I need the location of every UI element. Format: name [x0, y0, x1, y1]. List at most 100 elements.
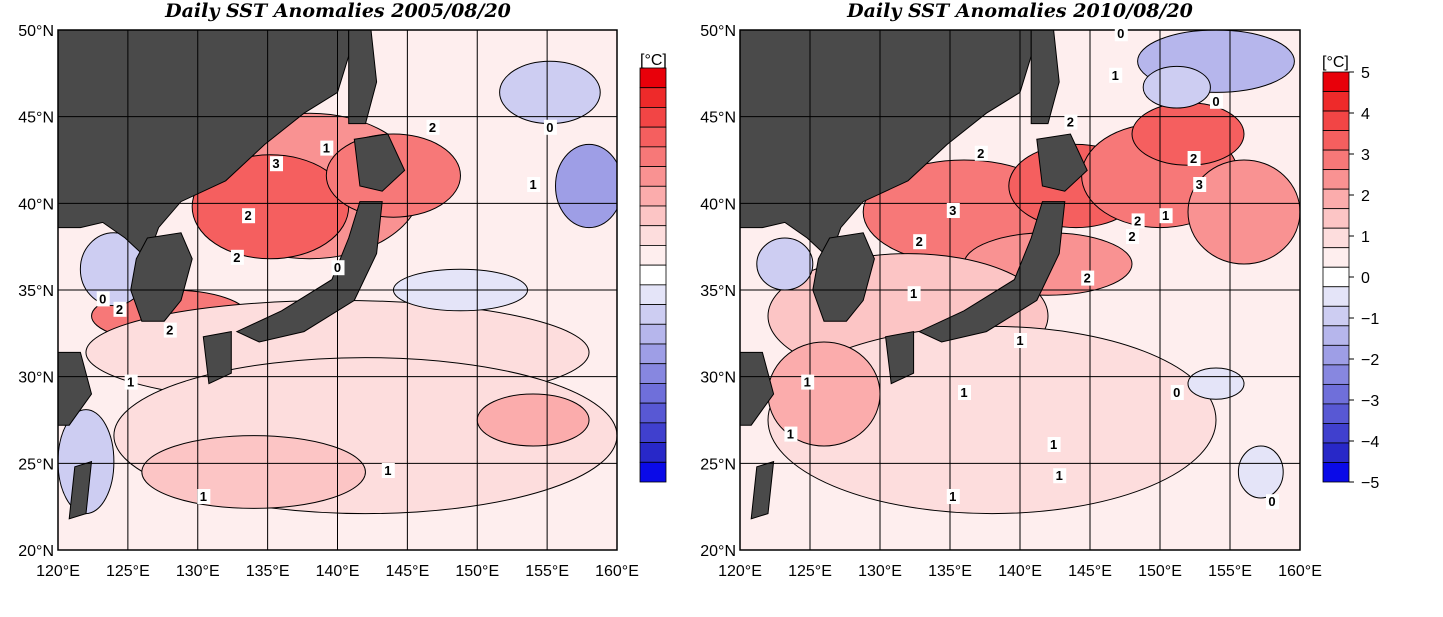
longitude-label: 120°E: [36, 563, 80, 580]
contour-label: 1: [1056, 468, 1063, 483]
colorbar-swatch: [1322, 130, 1350, 151]
colorbar-swatch: [639, 363, 667, 384]
latitude-label: 50°N: [700, 23, 736, 40]
contour-label: 3: [949, 203, 956, 218]
contour-label: 1: [530, 177, 537, 192]
colorbar-swatch: [1322, 462, 1350, 483]
contour-label: 2: [1067, 115, 1074, 130]
contour-label: 1: [804, 375, 811, 390]
land-mass: [740, 30, 1032, 260]
contour-label: 3: [1196, 177, 1203, 192]
latitude-label: 20°N: [700, 543, 736, 560]
contour-label: 0: [1117, 26, 1124, 41]
contour-label: 2: [233, 250, 240, 265]
colorbar-swatch: [1322, 149, 1350, 171]
colorbar-swatch: [1322, 227, 1350, 249]
colorbar-swatch: [1322, 344, 1350, 366]
contour-label: 1: [1016, 333, 1023, 348]
contour-label: 2: [1084, 271, 1091, 286]
colorbar-tick-label: −2: [1361, 352, 1379, 369]
land-mass: [1036, 133, 1088, 192]
map-frame: [57, 29, 618, 551]
colorbar-swatch: [639, 245, 667, 266]
colorbar-tick-label: −3: [1361, 393, 1379, 410]
contour-label: 2: [977, 146, 984, 161]
land-mass: [1030, 30, 1060, 125]
colorbar-swatch: [639, 264, 667, 286]
contour-label: 1: [1112, 68, 1119, 83]
colorbar-swatch: [639, 225, 667, 246]
colorbar-tick-label: −1: [1361, 311, 1379, 328]
longitude-label: 155°E: [1208, 563, 1252, 580]
colorbar-swatch: [639, 126, 667, 148]
colorbar-tick-label: 3: [1361, 147, 1370, 164]
contour-label: 1: [787, 427, 794, 442]
longitude-label: 150°E: [455, 563, 499, 580]
longitude-label: 135°E: [928, 563, 972, 580]
contour-label: 2: [916, 234, 923, 249]
colorbar-swatch: [1322, 403, 1350, 424]
contour-label: 1: [384, 463, 391, 478]
contour-label: 1: [1050, 437, 1057, 452]
contour-label: 0: [1173, 385, 1180, 400]
anomaly-region: [1237, 445, 1284, 499]
colorbar-swatch: [639, 166, 667, 187]
colorbar-swatch: [639, 461, 667, 483]
colorbar-right: [°C] 5 4 3 2 1 0 −1 −2 −3 −4 −5: [1322, 54, 1379, 492]
contour-label: 3: [272, 156, 279, 171]
contour-label: 1: [323, 141, 330, 156]
anomaly-region: [1142, 65, 1211, 109]
colorbar-tick-label: −5: [1361, 475, 1379, 492]
colorbar-swatch: [1322, 91, 1350, 112]
colorbar-swatch: [639, 284, 667, 305]
land-mass: [885, 330, 915, 385]
colorbar-swatch: [1322, 383, 1350, 405]
colorbar-swatch: [1322, 442, 1350, 463]
colorbar-swatch: [639, 205, 667, 227]
contour-label: 0: [1212, 94, 1219, 109]
colorbar-swatch: [639, 323, 667, 345]
colorbar-unit-label: [°C]: [1322, 54, 1349, 71]
contour-label: 1: [949, 489, 956, 504]
contour-label: 0: [546, 120, 553, 135]
land-mass: [202, 330, 232, 385]
longitude-label: 135°E: [246, 563, 290, 580]
anomaly-region: [1187, 367, 1245, 400]
colorbar-unit-label: [°C]: [640, 52, 667, 69]
contour-label: 0: [1268, 494, 1275, 509]
colorbar-tick-label: −4: [1361, 434, 1379, 451]
longitude-label: 130°E: [176, 563, 220, 580]
contour-label: 2: [166, 323, 173, 338]
colorbar-swatch: [1322, 423, 1350, 444]
land-mass: [58, 30, 350, 260]
contour-label: 2: [244, 208, 251, 223]
longitude-label: 150°E: [1138, 563, 1182, 580]
latitude-label: 50°N: [18, 23, 54, 40]
colorbar-tick-label: 1: [1361, 229, 1370, 246]
colorbar-swatch: [639, 422, 667, 443]
contour-label: 2: [116, 302, 123, 317]
colorbar-swatch: [1322, 325, 1350, 346]
contour-label: 1: [960, 385, 967, 400]
anomaly-region: [141, 435, 366, 509]
anomaly-region: [555, 143, 617, 229]
longitude-label: 145°E: [1068, 563, 1112, 580]
longitude-label: 160°E: [1278, 563, 1322, 580]
colorbar-swatch: [639, 383, 667, 404]
contour-label: 0: [334, 260, 341, 275]
contour-label: 1: [200, 489, 207, 504]
land-mass: [58, 351, 93, 426]
colorbar-swatch: [639, 304, 667, 325]
colorbar-swatch: [1322, 188, 1350, 210]
anomaly-region: [1187, 159, 1300, 265]
colorbar-swatch: [1322, 247, 1350, 268]
latitude-label: 40°N: [700, 196, 736, 213]
colorbar-swatch: [1322, 364, 1350, 385]
colorbar-swatch: [639, 442, 667, 463]
latitude-label: 20°N: [18, 543, 54, 560]
anomaly-region: [476, 393, 590, 447]
longitude-label: 130°E: [858, 563, 902, 580]
anomaly-region: [756, 237, 814, 291]
